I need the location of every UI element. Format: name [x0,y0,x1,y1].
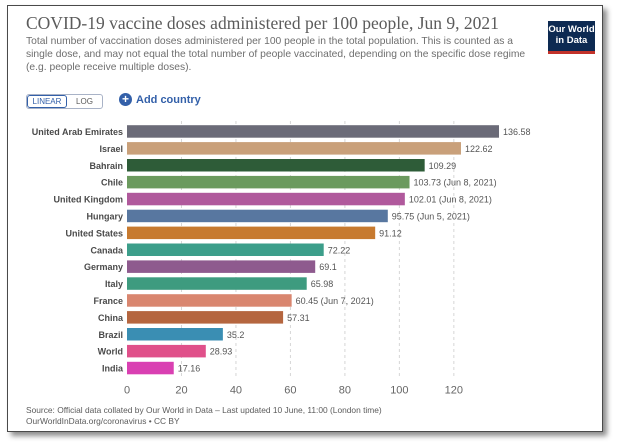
category-label: United States [65,228,123,238]
x-tick-label: 20 [175,385,187,397]
bar [127,294,292,307]
value-label: 136.58 [503,127,531,137]
bar-chart: 0 20 40 60 80 100 120 United Arab Emirates 136.5… [32,121,531,397]
value-label: 91.12 [379,228,402,238]
bar [127,344,206,358]
value-label: 109.29 [429,161,457,171]
category-label: Italy [105,279,123,289]
category-label: Canada [90,245,124,255]
bar [127,192,405,206]
source-url[interactable]: OurWorldInData.org/coronavirus • CC BY [26,415,180,426]
x-tick-label: 80 [339,385,351,397]
source-note: Source: Official data collated by Our Wo… [26,405,382,426]
logo-line-2: in Data [555,34,588,46]
value-label: 35.2 [227,330,245,340]
chart-subtitle: Total number of vaccination doses admini… [26,36,526,73]
value-label: 72.22 [328,245,351,255]
category-label: Bahrain [89,161,123,171]
chart-title: COVID-19 vaccine doses administered per … [26,13,499,33]
bar [127,361,174,375]
value-label: 122.62 [465,144,493,154]
value-label: 57.31 [287,313,310,323]
x-tick-label: 100 [390,385,408,397]
value-label: 28.93 [210,347,233,357]
x-tick-label: 40 [230,385,242,397]
logo-line-1: Our World [548,24,595,35]
category-label: Brazil [98,330,123,340]
category-label: Germany [84,262,123,272]
bar [127,277,307,290]
category-label: United Arab Emirates [32,127,123,137]
bar [127,175,410,189]
add-country-button[interactable]: + Add country [119,93,201,106]
owid-logo[interactable]: Our World in Data [548,21,595,54]
bar [127,159,425,172]
category-label: Chile [101,178,123,188]
bar [127,328,223,341]
x-tick-label: 120 [445,385,463,397]
category-label: France [93,296,123,306]
bar [127,311,284,324]
bar [127,209,388,223]
value-label: 17.16 [178,364,201,374]
bar [127,260,316,273]
category-label: United Kingdom [54,195,124,205]
value-label: 69.1 [319,262,337,272]
scale-toggle[interactable]: LINEAR LOG [26,94,103,109]
category-label: World [98,347,123,357]
value-label: 95.75 (Jun 5, 2021) [392,211,470,221]
log-scale-button[interactable]: LOG [76,97,93,106]
value-label: 65.98 [311,279,334,289]
category-label: Hungary [86,211,123,221]
value-label: 103.73 (Jun 8, 2021) [414,178,497,188]
bar [127,226,376,240]
value-label: 102.01 (Jun 8, 2021) [409,195,492,205]
bar [127,125,499,138]
source-text: Source: Official data collated by Our Wo… [26,405,382,415]
bar [127,243,324,256]
category-label: India [102,364,124,374]
bar [127,142,461,155]
plus-circle-icon: + [119,93,132,106]
category-label: China [98,313,124,323]
category-label: Israel [99,144,123,154]
x-tick-label: 0 [124,385,130,397]
x-tick-label: 60 [284,385,296,397]
value-label: 60.45 (Jun 7, 2021) [296,296,374,306]
linear-scale-button[interactable]: LINEAR [27,95,67,108]
add-country-label: Add country [136,93,201,106]
